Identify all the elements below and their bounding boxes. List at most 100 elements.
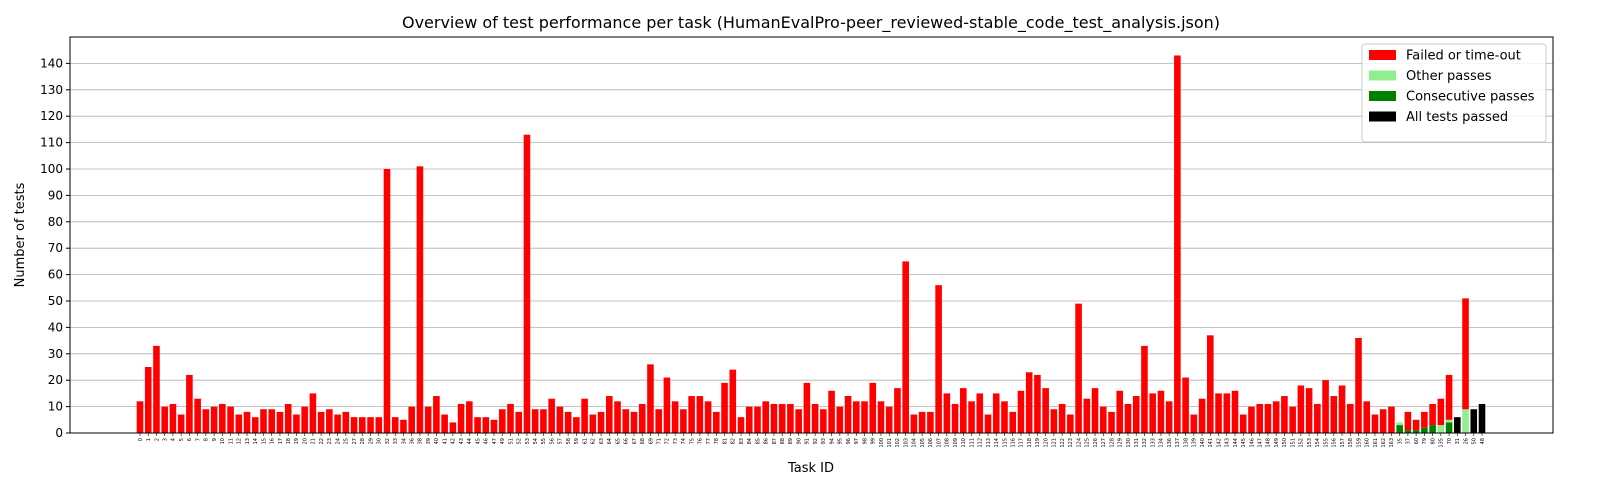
x-tick-label: 21 [311, 438, 317, 444]
x-tick-label: 24 [335, 438, 341, 444]
x-tick-label: 39 [426, 438, 432, 444]
y-tick-label: 30 [48, 347, 63, 361]
y-tick-label: 130 [40, 83, 63, 97]
legend-swatch [1369, 91, 1396, 101]
bar-segment [219, 403, 226, 433]
bar-segment [243, 411, 251, 433]
x-tick-label: 63 [599, 438, 605, 444]
x-tick-label: 151 [1290, 438, 1296, 448]
bar-segment [1198, 398, 1206, 433]
bar-segment [367, 417, 374, 433]
bar-segment [350, 417, 358, 433]
x-tick-label: 139 [1192, 438, 1198, 448]
x-tick-label: 115 [1002, 438, 1008, 448]
x-tick-label: 17 [278, 438, 284, 444]
bar-segment [482, 417, 490, 433]
x-tick-label: 69 [648, 438, 654, 444]
x-tick-label: 150 [1282, 438, 1288, 448]
bar-segment [1412, 419, 1420, 431]
bar-segment [671, 401, 679, 433]
bar-segment [1075, 303, 1082, 433]
bar-segment [498, 409, 506, 433]
bar-segment [186, 374, 193, 433]
bar-segment [729, 369, 737, 433]
x-tick-label: 8 [204, 438, 210, 441]
x-tick-label: 144 [1233, 438, 1239, 448]
bar-segment [605, 396, 613, 433]
x-tick-label: 19 [294, 438, 300, 444]
bar-segment [680, 409, 687, 433]
bar-segment [951, 403, 959, 433]
x-tick-label: 76 [698, 438, 704, 444]
legend-swatch [1369, 50, 1396, 60]
bar-segment [910, 414, 918, 433]
x-tick-label: 65 [615, 438, 621, 444]
bar-segment [136, 401, 144, 433]
bar-segment [251, 417, 259, 433]
bar-segment [144, 367, 152, 433]
x-tick-label: 140 [1200, 438, 1206, 448]
bar-segment [1108, 411, 1115, 433]
x-tick-label: 122 [1060, 438, 1066, 448]
x-tick-label: 46 [484, 438, 490, 444]
bar-segment [1388, 406, 1395, 433]
bar-segment [1330, 396, 1338, 433]
x-tick-label: 120 [1043, 438, 1049, 448]
bar-segment [795, 409, 802, 433]
bar-segment [1034, 374, 1041, 433]
y-tick-label: 40 [48, 320, 63, 334]
bar-segment [861, 401, 868, 433]
bar-segment [1067, 414, 1074, 433]
bar-segment [1272, 401, 1280, 433]
x-tick-label: 88 [780, 438, 786, 444]
bar-segment [1042, 388, 1049, 433]
x-tick-label: 123 [1068, 438, 1074, 448]
y-tick-label: 90 [48, 188, 63, 202]
bar-segment [1363, 401, 1371, 433]
x-tick-label: 87 [772, 438, 778, 444]
bar-segment [309, 393, 317, 433]
x-tick-label: 81 [722, 438, 728, 444]
bar-segment [1083, 398, 1091, 433]
x-tick-label: 125 [1085, 438, 1091, 448]
bar-segment [301, 406, 308, 433]
bar-segment [770, 403, 778, 433]
bar-segment [457, 403, 465, 433]
x-tick-label: 90 [796, 438, 802, 444]
y-tick-label: 140 [40, 56, 63, 70]
bar-segment [466, 401, 473, 433]
bar-segment [1404, 430, 1412, 433]
bar-segment [704, 401, 712, 433]
x-tick-label: 33 [393, 438, 399, 444]
x-tick-label: 42 [451, 438, 457, 444]
x-tick-label: 5 [179, 438, 185, 441]
x-tick-label: 13 [245, 438, 251, 444]
x-tick-label: 70 [1447, 438, 1453, 444]
x-tick-label: 92 [813, 438, 819, 444]
bar-segment [515, 411, 523, 433]
bar-segment [696, 396, 704, 433]
bar-segment [943, 393, 951, 433]
x-tick-label: 116 [1011, 438, 1017, 448]
bar-segment [927, 411, 934, 433]
bar-segment [1239, 414, 1247, 433]
bar-segment [400, 419, 407, 433]
x-tick-label: 101 [887, 438, 893, 448]
bar-segment [235, 414, 243, 433]
x-tick-label: 3 [162, 438, 168, 441]
x-tick-label: 84 [747, 438, 753, 444]
x-tick-label: 91 [805, 438, 811, 444]
x-tick-label: 74 [681, 438, 687, 444]
y-tick-label: 70 [48, 241, 63, 255]
x-tick-label: 121 [1052, 438, 1058, 448]
bar-segment [507, 403, 514, 433]
x-tick-label: 114 [994, 438, 1000, 448]
x-tick-label: 96 [846, 438, 852, 444]
x-tick-label: 154 [1315, 438, 1321, 448]
bar-segment [1437, 425, 1445, 433]
bar-segment [523, 134, 531, 433]
x-tick-label: 136 [1167, 438, 1173, 448]
x-tick-label: 2 [154, 438, 160, 441]
bar-segment [1322, 380, 1329, 433]
x-tick-label: 64 [607, 438, 613, 444]
